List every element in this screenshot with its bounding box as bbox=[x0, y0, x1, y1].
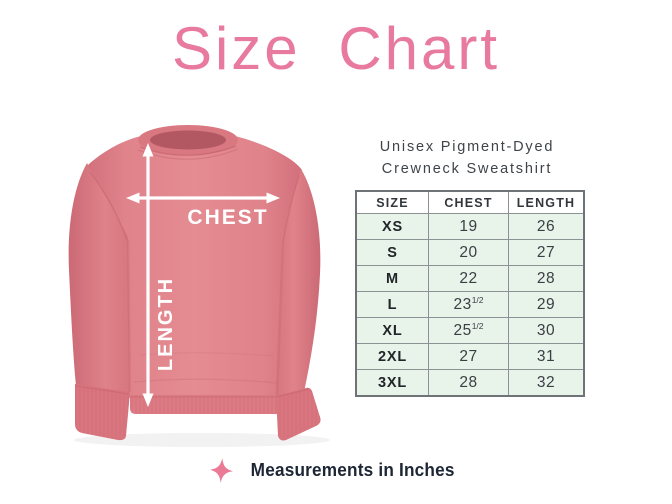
header-row: SIZE CHEST LENGTH bbox=[355, 190, 585, 214]
col-header-length: LENGTH bbox=[508, 190, 585, 214]
size-cell: L bbox=[355, 291, 429, 318]
size-table-header: SIZE CHEST LENGTH bbox=[355, 190, 585, 214]
chest-cell: 231/2 bbox=[428, 291, 509, 318]
sweatshirt-illustration: CHEST LENGTH bbox=[68, 125, 330, 447]
size-cell: S bbox=[355, 239, 429, 266]
size-table-body: XS 19 26 S 20 27 M 22 28 L 231/2 29 XL 251/2 30 2XL 27 31… bbox=[355, 213, 585, 397]
chest-cell: 27 bbox=[428, 343, 509, 370]
size-cell: 3XL bbox=[355, 369, 429, 397]
sweatshirt-photo bbox=[68, 125, 330, 447]
table-row: S 20 27 bbox=[355, 239, 585, 266]
col-header-size: SIZE bbox=[355, 190, 429, 214]
size-cell: M bbox=[355, 265, 429, 292]
table-row: 3XL 28 32 bbox=[355, 369, 585, 397]
sparkle-icon bbox=[210, 457, 234, 483]
chest-cell: 20 bbox=[428, 239, 509, 266]
chest-cell: 19 bbox=[428, 213, 509, 240]
length-cell: 28 bbox=[508, 265, 585, 292]
chest-cell: 28 bbox=[428, 369, 509, 397]
product-name-line2: Crewneck Sweatshirt bbox=[381, 161, 553, 177]
product-name-line1: Unisex Pigment-Dyed bbox=[379, 139, 555, 155]
col-header-chest: CHEST bbox=[428, 190, 509, 214]
size-table: SIZE CHEST LENGTH XS 19 26 S 20 27 M 22 28 L 231/2… bbox=[355, 190, 585, 397]
footer-note: Measurements in Inches bbox=[251, 459, 455, 480]
size-cell: 2XL bbox=[355, 343, 429, 370]
table-row: XL 251/2 30 bbox=[355, 317, 585, 344]
page-title: Size Chart bbox=[171, 15, 501, 82]
size-cell: XL bbox=[355, 317, 429, 344]
length-label: LENGTH bbox=[155, 277, 177, 371]
chest-cell: 22 bbox=[428, 265, 509, 292]
length-cell: 32 bbox=[508, 369, 585, 397]
length-cell: 30 bbox=[508, 317, 585, 344]
table-row: M 22 28 bbox=[355, 265, 585, 292]
chest-label: CHEST bbox=[187, 206, 268, 229]
product-name: Unisex Pigment-Dyed Crewneck Sweatshirt bbox=[355, 136, 579, 180]
length-cell: 26 bbox=[508, 213, 585, 240]
length-cell: 29 bbox=[508, 291, 585, 318]
table-row: L 231/2 29 bbox=[355, 291, 585, 318]
length-cell: 27 bbox=[508, 239, 585, 266]
table-row: 2XL 27 31 bbox=[355, 343, 585, 370]
length-cell: 31 bbox=[508, 343, 585, 370]
chest-cell: 251/2 bbox=[428, 317, 509, 344]
table-row: XS 19 26 bbox=[355, 213, 585, 240]
size-cell: XS bbox=[355, 213, 429, 240]
footer: Measurements in Inches bbox=[0, 452, 672, 488]
